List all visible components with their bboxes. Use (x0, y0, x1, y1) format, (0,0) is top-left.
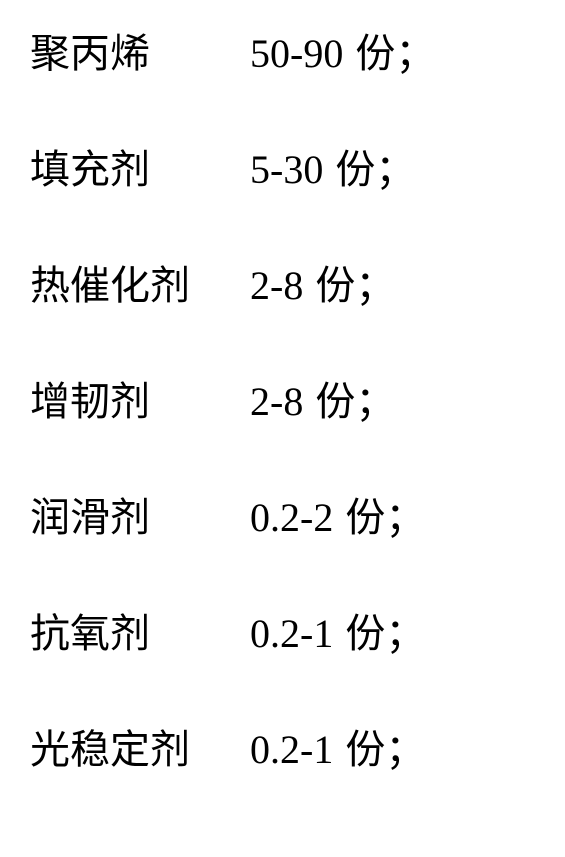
amount-unit: 份； (355, 31, 435, 76)
amount-unit: 份； (345, 495, 425, 540)
amount-value: 5-30 (250, 147, 323, 192)
ingredient-amount: 5-30 份； (250, 146, 415, 194)
amount-unit: 份； (335, 147, 415, 192)
list-item: 填充剂 5-30 份； (30, 146, 545, 194)
ingredient-amount: 2-8 份； (250, 262, 395, 310)
ingredient-label: 增韧剂 (30, 378, 250, 426)
list-item: 聚丙烯 50-90 份； (30, 30, 545, 78)
ingredient-list: 聚丙烯 50-90 份； 填充剂 5-30 份； 热催化剂 2-8 份； 增韧剂… (0, 0, 565, 804)
list-item: 光稳定剂 0.2-1 份； (30, 726, 545, 774)
ingredient-amount: 0.2-2 份； (250, 494, 425, 542)
ingredient-amount: 2-8 份； (250, 378, 395, 426)
amount-value: 50-90 (250, 31, 343, 76)
amount-value: 0.2-1 (250, 727, 333, 772)
list-item: 润滑剂 0.2-2 份； (30, 494, 545, 542)
amount-value: 2-8 (250, 379, 303, 424)
ingredient-amount: 0.2-1 份； (250, 610, 425, 658)
amount-unit: 份； (315, 379, 395, 424)
ingredient-label: 光稳定剂 (30, 726, 250, 774)
ingredient-label: 聚丙烯 (30, 30, 250, 78)
ingredient-label: 润滑剂 (30, 494, 250, 542)
amount-value: 2-8 (250, 263, 303, 308)
amount-value: 0.2-1 (250, 611, 333, 656)
amount-value: 0.2-2 (250, 495, 333, 540)
ingredient-amount: 50-90 份； (250, 30, 435, 78)
list-item: 增韧剂 2-8 份； (30, 378, 545, 426)
list-item: 热催化剂 2-8 份； (30, 262, 545, 310)
ingredient-label: 抗氧剂 (30, 610, 250, 658)
amount-unit: 份； (345, 611, 425, 656)
ingredient-amount: 0.2-1 份； (250, 726, 425, 774)
ingredient-label: 热催化剂 (30, 262, 250, 310)
ingredient-label: 填充剂 (30, 146, 250, 194)
list-item: 抗氧剂 0.2-1 份； (30, 610, 545, 658)
amount-unit: 份； (345, 727, 425, 772)
amount-unit: 份； (315, 263, 395, 308)
